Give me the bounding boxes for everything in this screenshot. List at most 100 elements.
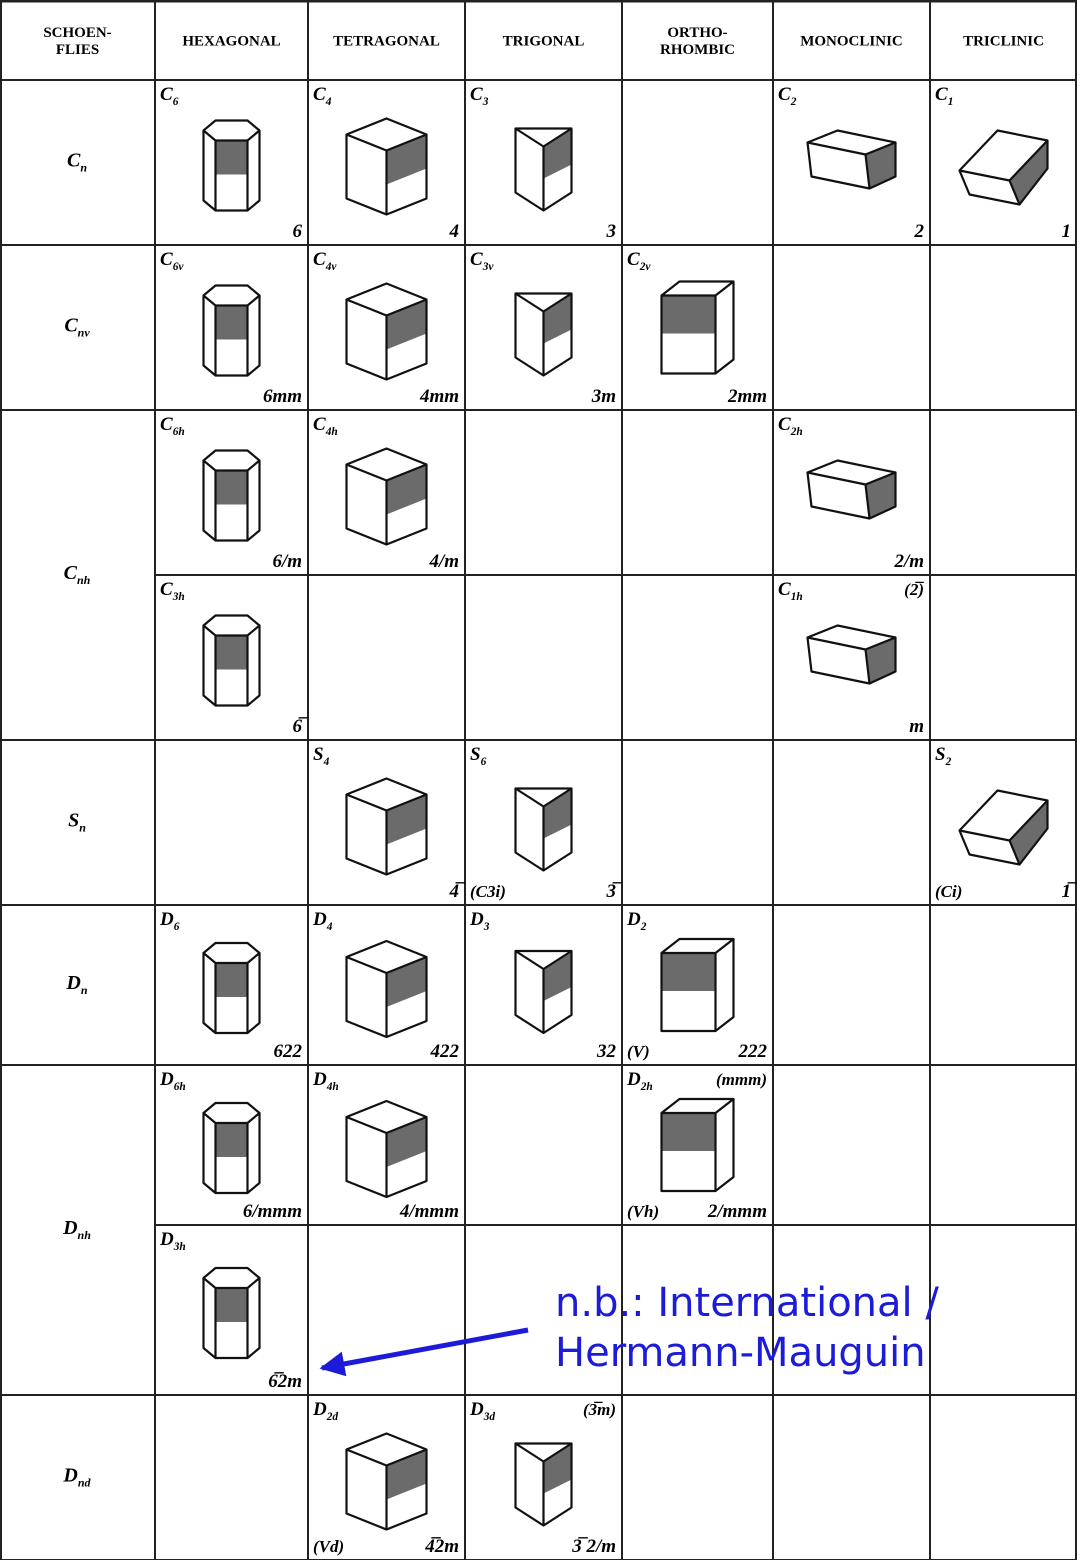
crystal-face-shade (215, 305, 248, 340)
table-text: SCHOEN-FLIES HEXAGONAL TETRAGONAL TRIGONAL O… (43, 25, 1077, 1557)
crystal-outline (660, 1097, 735, 1193)
schoenflies-symbol: S2 (935, 744, 952, 768)
international-symbol: 6/m (272, 551, 302, 572)
schoenflies-symbol: D2d (312, 1399, 338, 1423)
crystal-outline (958, 129, 1049, 206)
schoenflies-symbol: D4h (312, 1069, 339, 1093)
international-symbol: 6̅2m (268, 1371, 302, 1392)
crystal-outline (202, 1101, 261, 1195)
international-symbol: 1 (1062, 221, 1072, 242)
crystal-face-shade (865, 637, 896, 684)
crystal-face-shade (215, 1123, 248, 1157)
crystal-outline (202, 119, 261, 212)
alternate-symbol: (Vh) (627, 1202, 659, 1221)
international-symbol: 32 (596, 1041, 617, 1062)
crystal-outline (514, 787, 573, 872)
symbol-letter: C (313, 414, 326, 435)
symbol-subscript: n (79, 821, 86, 835)
crystal-outline (958, 789, 1049, 866)
symbol-subscript: 4h (326, 1081, 339, 1093)
crystal-outline (345, 939, 428, 1039)
symbol-letter: D (469, 909, 484, 930)
symbol-letter: C (64, 315, 78, 337)
symbol-subscript: 2v (639, 261, 652, 273)
crystal-outline (514, 949, 573, 1035)
symbol-subscript: nv (78, 326, 91, 340)
schoenflies-symbol: Cnh (64, 562, 91, 587)
schoenflies-symbol: C4v (313, 249, 337, 273)
crystal-outline (345, 777, 428, 876)
symbol-letter: D (626, 1069, 641, 1090)
crystal-outline (660, 280, 735, 375)
crystal-outline (806, 459, 897, 520)
symbol-subscript: 4 (323, 756, 330, 768)
annotation-line: Hermann-Mauguin (555, 1330, 926, 1376)
schoenflies-symbol: D2 (626, 909, 647, 933)
international-symbol: 3m (591, 386, 616, 407)
schoenflies-symbol: Sn (68, 810, 86, 835)
alternate-symbol: (3̅m) (583, 1400, 616, 1419)
symbol-subscript: 1 (948, 96, 954, 108)
crystal-face-shade (215, 140, 248, 175)
schoenflies-symbol: C1 (935, 84, 953, 108)
crystal-face-shade (215, 1288, 248, 1322)
symbol-subscript: 1h (791, 591, 803, 603)
symbol-subscript: 6 (481, 756, 487, 768)
symbol-letter: D (312, 909, 327, 930)
column-header: TRICLINIC (963, 33, 1044, 49)
symbol-letter: C (778, 579, 791, 600)
alternate-symbol: (Vd) (313, 1537, 344, 1556)
schoenflies-symbol: C3v (470, 249, 494, 273)
symbol-subscript: n (80, 161, 87, 175)
international-symbol: 3 (606, 221, 617, 242)
international-symbol: m (909, 716, 924, 737)
schoenflies-symbol: C4h (313, 414, 338, 438)
symbol-letter: C (160, 414, 173, 435)
crystal-drawings (202, 117, 1049, 1531)
schoenflies-symbol: D3 (469, 909, 490, 933)
schoenflies-symbol: Dnh (62, 1217, 91, 1242)
symbol-subscript: 6h (173, 426, 185, 438)
schoenflies-symbol: C6 (160, 84, 179, 108)
symbol-letter: C (778, 84, 791, 105)
symbol-letter: C (313, 84, 326, 105)
annotation-arrow (319, 1327, 529, 1377)
international-symbol: 4/m (428, 551, 459, 572)
schoenflies-symbol: Dnd (62, 1465, 91, 1490)
crystal-outline (345, 447, 428, 546)
international-symbol: 4/mmm (399, 1201, 459, 1222)
crystal-face-shade (215, 635, 248, 670)
schoenflies-symbol: Cnv (64, 315, 90, 340)
symbol-subscript: 3d (483, 1411, 496, 1423)
international-symbol: 4mm (419, 386, 459, 407)
symbol-subscript: 2d (326, 1411, 339, 1423)
international-symbol: 3̅ 2/m (571, 1536, 616, 1557)
symbol-letter: D (65, 972, 80, 994)
crystal-face-shade (661, 953, 716, 991)
symbol-letter: C (160, 84, 173, 105)
alternate-symbol: (mmm) (716, 1070, 767, 1089)
symbol-subscript: nh (77, 573, 91, 587)
symbol-subscript: nd (78, 1476, 92, 1490)
symbol-letter: S (68, 810, 79, 832)
international-symbol: 2/mmm (707, 1201, 767, 1222)
schoenflies-symbol: C2v (627, 249, 651, 273)
crystal-outline (660, 937, 735, 1033)
crystal-face-shade (1009, 800, 1048, 865)
alternate-symbol: (2̅) (904, 580, 924, 599)
schoenflies-symbol: Dn (65, 972, 87, 997)
column-header: HEXAGONAL (182, 33, 280, 49)
international-symbol: 2mm (727, 386, 767, 407)
crystal-outline (345, 1432, 428, 1531)
symbol-letter: C (935, 84, 948, 105)
international-symbol: 4̅2m (424, 1536, 459, 1557)
crystal-face-shade (215, 470, 248, 505)
international-symbol: 422 (430, 1041, 460, 1062)
symbol-subscript: 6v (173, 261, 185, 273)
international-symbol: 2 (914, 221, 925, 242)
schoenflies-symbol: C2h (778, 414, 803, 438)
symbol-letter: S (313, 744, 324, 765)
